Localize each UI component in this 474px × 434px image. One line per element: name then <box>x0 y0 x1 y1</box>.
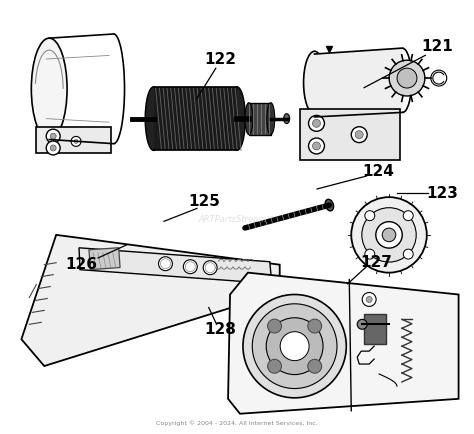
Circle shape <box>403 249 413 259</box>
Text: 122: 122 <box>204 52 237 67</box>
Polygon shape <box>228 273 458 414</box>
Circle shape <box>46 141 60 155</box>
Polygon shape <box>21 235 280 366</box>
Circle shape <box>308 359 322 373</box>
Circle shape <box>280 332 309 361</box>
Text: 121: 121 <box>421 39 453 54</box>
Circle shape <box>158 257 173 271</box>
Circle shape <box>365 210 375 220</box>
Ellipse shape <box>284 114 290 124</box>
Circle shape <box>397 68 417 88</box>
Ellipse shape <box>245 103 253 135</box>
Circle shape <box>243 295 346 398</box>
Bar <box>300 109 401 161</box>
Circle shape <box>389 60 425 96</box>
Polygon shape <box>315 48 403 117</box>
Circle shape <box>203 261 217 275</box>
Circle shape <box>362 293 376 306</box>
Ellipse shape <box>145 87 162 151</box>
Circle shape <box>403 210 413 220</box>
Circle shape <box>355 131 363 138</box>
Text: 125: 125 <box>188 194 220 210</box>
Circle shape <box>268 319 282 333</box>
Text: Copyright © 2004 - 2024, All Internet Services, Inc.: Copyright © 2004 - 2024, All Internet Se… <box>156 421 318 427</box>
Circle shape <box>351 197 427 273</box>
Bar <box>249 103 271 135</box>
Circle shape <box>46 129 60 143</box>
Circle shape <box>308 319 322 333</box>
Polygon shape <box>79 248 272 283</box>
Bar <box>89 248 120 270</box>
Text: ARTPartsStream™: ARTPartsStream™ <box>199 215 275 224</box>
Circle shape <box>365 249 375 259</box>
Circle shape <box>50 133 56 139</box>
Circle shape <box>382 228 396 242</box>
Text: 124: 124 <box>362 164 394 179</box>
Circle shape <box>362 208 416 262</box>
Text: 123: 123 <box>426 186 458 201</box>
Bar <box>36 127 110 153</box>
Circle shape <box>351 127 367 143</box>
Text: 126: 126 <box>65 257 98 272</box>
Text: 128: 128 <box>205 322 237 337</box>
Circle shape <box>312 142 320 150</box>
Bar <box>364 314 386 344</box>
Circle shape <box>74 139 78 143</box>
Circle shape <box>357 319 367 329</box>
Ellipse shape <box>303 51 326 114</box>
Circle shape <box>309 115 324 132</box>
Circle shape <box>431 70 447 86</box>
Text: 127: 127 <box>360 255 392 270</box>
Ellipse shape <box>267 103 275 135</box>
Circle shape <box>71 136 81 146</box>
Circle shape <box>376 222 402 248</box>
Circle shape <box>366 296 372 302</box>
Ellipse shape <box>31 38 67 139</box>
Circle shape <box>312 119 320 127</box>
Circle shape <box>309 138 324 154</box>
Circle shape <box>252 304 337 388</box>
Ellipse shape <box>325 199 334 211</box>
Circle shape <box>268 359 282 373</box>
Ellipse shape <box>228 87 246 151</box>
Circle shape <box>183 260 197 273</box>
Circle shape <box>266 318 323 375</box>
Bar <box>154 87 237 151</box>
Circle shape <box>50 145 56 151</box>
